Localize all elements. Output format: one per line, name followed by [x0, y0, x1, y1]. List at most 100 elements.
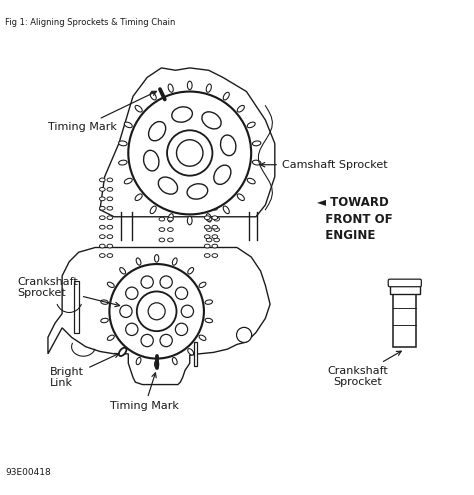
Ellipse shape: [172, 107, 192, 122]
Ellipse shape: [205, 300, 212, 304]
Ellipse shape: [101, 318, 108, 323]
Ellipse shape: [173, 357, 177, 365]
Ellipse shape: [100, 197, 105, 200]
Ellipse shape: [107, 253, 113, 257]
Ellipse shape: [214, 248, 219, 252]
Circle shape: [176, 140, 203, 166]
Ellipse shape: [204, 244, 210, 248]
Ellipse shape: [168, 214, 173, 222]
Circle shape: [128, 92, 251, 214]
Polygon shape: [48, 248, 270, 385]
Ellipse shape: [212, 178, 218, 182]
Ellipse shape: [204, 188, 210, 191]
Ellipse shape: [205, 318, 212, 323]
Text: Crankshaft
Sprocket: Crankshaft Sprocket: [17, 277, 119, 307]
Ellipse shape: [107, 178, 113, 182]
Circle shape: [167, 130, 212, 176]
Text: Bright
Link: Bright Link: [50, 353, 119, 388]
Ellipse shape: [107, 197, 113, 200]
Ellipse shape: [136, 258, 141, 265]
Ellipse shape: [100, 188, 105, 191]
Circle shape: [141, 276, 153, 288]
Ellipse shape: [120, 268, 126, 274]
Ellipse shape: [168, 259, 173, 263]
Circle shape: [160, 276, 172, 288]
Ellipse shape: [150, 93, 156, 100]
Ellipse shape: [212, 188, 218, 191]
Ellipse shape: [100, 206, 105, 210]
Ellipse shape: [237, 194, 245, 200]
Ellipse shape: [187, 184, 208, 199]
Ellipse shape: [206, 214, 211, 222]
Ellipse shape: [206, 238, 212, 242]
FancyBboxPatch shape: [388, 279, 421, 287]
Text: ◄ TOWARD
  FRONT OF
  ENGINE: ◄ TOWARD FRONT OF ENGINE: [318, 196, 393, 242]
Polygon shape: [74, 281, 79, 333]
Polygon shape: [193, 342, 197, 366]
Ellipse shape: [220, 135, 236, 155]
Ellipse shape: [118, 160, 127, 165]
Ellipse shape: [120, 348, 126, 355]
Text: Timing Mark: Timing Mark: [48, 91, 156, 132]
Ellipse shape: [253, 160, 261, 165]
Ellipse shape: [107, 244, 113, 248]
Ellipse shape: [108, 335, 114, 341]
Ellipse shape: [159, 248, 165, 252]
Circle shape: [109, 264, 204, 358]
Ellipse shape: [214, 238, 219, 242]
Ellipse shape: [204, 197, 210, 200]
Ellipse shape: [212, 235, 218, 239]
Ellipse shape: [124, 178, 132, 184]
Circle shape: [237, 327, 252, 343]
Ellipse shape: [159, 228, 165, 232]
Ellipse shape: [155, 254, 159, 262]
Ellipse shape: [247, 178, 255, 184]
Ellipse shape: [206, 84, 211, 92]
Ellipse shape: [135, 194, 142, 200]
Ellipse shape: [155, 360, 159, 368]
Ellipse shape: [223, 93, 229, 100]
Circle shape: [160, 335, 172, 346]
Ellipse shape: [107, 206, 113, 210]
Ellipse shape: [204, 235, 210, 239]
Ellipse shape: [159, 238, 165, 242]
Ellipse shape: [150, 206, 156, 214]
Ellipse shape: [188, 348, 193, 355]
Ellipse shape: [204, 216, 210, 220]
Circle shape: [120, 305, 132, 317]
Ellipse shape: [124, 122, 132, 128]
Ellipse shape: [214, 228, 219, 232]
Ellipse shape: [100, 178, 105, 182]
Ellipse shape: [118, 141, 127, 146]
Ellipse shape: [204, 206, 210, 210]
Ellipse shape: [202, 112, 221, 129]
Ellipse shape: [212, 197, 218, 200]
Ellipse shape: [212, 225, 218, 229]
Ellipse shape: [173, 258, 177, 265]
Ellipse shape: [199, 335, 206, 341]
Circle shape: [175, 287, 188, 299]
Ellipse shape: [119, 347, 127, 356]
Ellipse shape: [253, 141, 261, 146]
Ellipse shape: [212, 206, 218, 210]
Bar: [390, 285, 420, 294]
Ellipse shape: [100, 244, 105, 248]
Ellipse shape: [237, 105, 245, 112]
Ellipse shape: [107, 188, 113, 191]
Ellipse shape: [107, 225, 113, 229]
Ellipse shape: [199, 282, 206, 288]
Ellipse shape: [107, 235, 113, 239]
Ellipse shape: [204, 178, 210, 182]
Ellipse shape: [144, 150, 159, 171]
Ellipse shape: [168, 217, 173, 221]
Ellipse shape: [206, 228, 212, 232]
Circle shape: [181, 305, 193, 317]
Ellipse shape: [168, 238, 173, 242]
Ellipse shape: [214, 217, 219, 221]
Ellipse shape: [100, 253, 105, 257]
Ellipse shape: [107, 216, 113, 220]
FancyBboxPatch shape: [393, 285, 416, 347]
Ellipse shape: [206, 248, 212, 252]
Ellipse shape: [101, 300, 108, 304]
Ellipse shape: [136, 357, 141, 365]
